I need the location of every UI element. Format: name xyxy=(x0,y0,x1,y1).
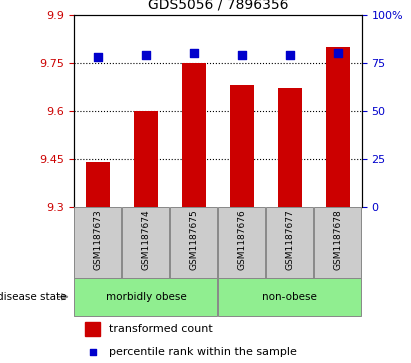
Text: GSM1187673: GSM1187673 xyxy=(93,209,102,270)
Text: transformed count: transformed count xyxy=(109,324,212,334)
Text: GSM1187675: GSM1187675 xyxy=(189,209,199,270)
Bar xyxy=(326,46,350,207)
Bar xyxy=(122,207,169,278)
Bar xyxy=(134,111,158,207)
Text: GSM1187678: GSM1187678 xyxy=(333,209,342,270)
Bar xyxy=(85,322,100,336)
Point xyxy=(286,52,293,58)
Text: morbidly obese: morbidly obese xyxy=(106,292,186,302)
Point xyxy=(89,349,96,355)
Bar xyxy=(86,162,110,207)
Point xyxy=(335,50,341,56)
Bar xyxy=(230,85,254,207)
Bar xyxy=(74,278,217,316)
Point xyxy=(191,50,197,56)
Text: non-obese: non-obese xyxy=(262,292,317,302)
Bar xyxy=(182,63,206,207)
Title: GDS5056 / 7896356: GDS5056 / 7896356 xyxy=(148,0,288,12)
Bar xyxy=(170,207,217,278)
Text: disease state: disease state xyxy=(0,292,70,302)
Bar xyxy=(278,88,302,207)
Bar xyxy=(218,207,266,278)
Bar xyxy=(314,207,361,278)
Text: GSM1187676: GSM1187676 xyxy=(237,209,246,270)
Text: GSM1187677: GSM1187677 xyxy=(285,209,294,270)
Text: GSM1187674: GSM1187674 xyxy=(141,209,150,270)
Text: percentile rank within the sample: percentile rank within the sample xyxy=(109,347,296,357)
Point xyxy=(95,54,101,60)
Bar xyxy=(218,278,361,316)
Point xyxy=(238,52,245,58)
Bar xyxy=(74,207,122,278)
Bar xyxy=(266,207,313,278)
Point xyxy=(143,52,149,58)
